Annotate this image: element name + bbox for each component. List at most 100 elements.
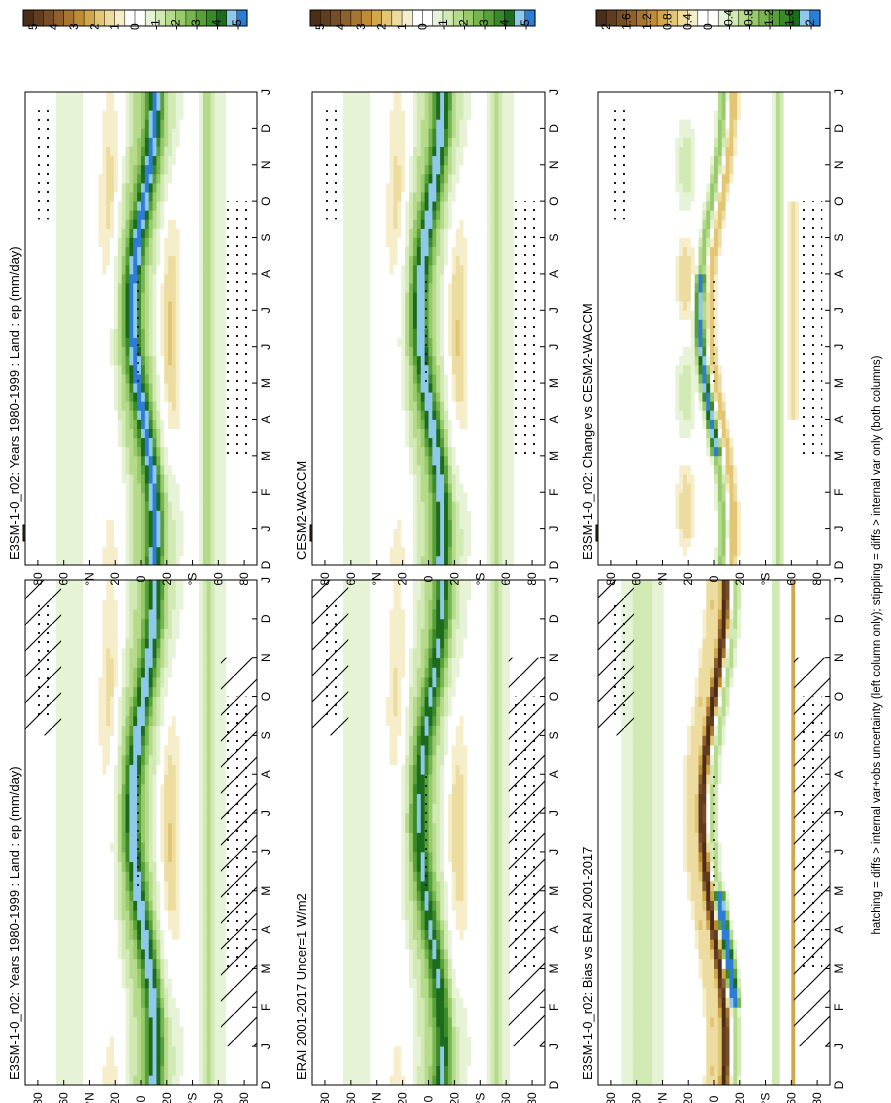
heatmap-cell [28,146,34,157]
heatmap-cell [125,364,130,375]
heatmap-cell [171,1046,177,1057]
heatmap-cell [164,949,169,960]
heatmap-cell [59,851,65,863]
heatmap-cell [59,301,65,311]
heatmap-cell [168,968,173,979]
heatmap-cell [94,182,99,193]
heatmap-cell [137,890,142,901]
heatmap-cell [160,900,165,911]
heatmap-cell [148,228,153,238]
heatmap-cell [245,1065,250,1076]
heatmap-cell [44,528,49,539]
heatmap-cell [144,997,150,1008]
heatmap-cell [32,137,37,147]
heatmap-cell [55,764,61,775]
heatmap-cell [71,871,76,882]
heatmap-cell [110,401,115,411]
heatmap-cell [63,1007,68,1018]
heatmap-cell [113,173,119,184]
heatmap-cell [125,182,130,193]
heatmap-cell [86,373,92,384]
heatmap-cell [32,110,37,120]
heatmap-cell [86,832,92,843]
heatmap-cell [86,419,92,429]
heatmap-cell [125,958,130,969]
heatmap-cell [59,501,65,511]
heatmap-cell [113,210,119,220]
heatmap-cell [141,555,146,566]
heatmap-cell [83,546,88,557]
heatmap-cell [94,92,99,102]
heatmap-cell [164,783,169,795]
heatmap-cell [86,890,92,901]
heatmap-cell [164,939,169,950]
heatmap-cell [110,1075,115,1086]
heatmap-cell [71,686,76,697]
heatmap-cell [52,446,57,457]
heatmap-cell [113,155,119,166]
heatmap-cell [110,822,115,833]
heatmap-cell [48,464,53,475]
heatmap-cell [79,1075,84,1086]
heatmap-cell [94,101,99,111]
heatmap-cell [32,446,37,457]
heatmap-cell [48,510,53,520]
heatmap-cell [168,686,173,697]
heatmap-cell [214,715,219,727]
heatmap-cell [32,164,37,175]
heatmap-cell [121,1075,126,1086]
heatmap-cell [164,813,169,824]
heatmap-cell [202,580,208,591]
heatmap-cell [25,192,30,202]
heatmap-cell [52,754,57,765]
heatmap-cell [253,599,258,610]
heatmap-cell [48,328,53,338]
heatmap-cell [121,210,126,220]
heatmap-cell [206,1075,211,1086]
heatmap-cell [152,1036,157,1047]
heatmap-cell [59,283,65,293]
heatmap-cell [94,949,99,960]
heatmap-cell [187,997,192,1008]
heatmap-cell [98,968,103,979]
heatmap-cell [75,667,80,678]
heatmap-cell [121,410,126,420]
heatmap-cell [40,383,45,393]
heatmap-cell [59,1075,65,1086]
heatmap-cell [52,92,57,102]
heatmap-cell [98,783,103,795]
heatmap-cell [137,537,142,548]
heatmap-cell [55,1007,61,1018]
heatmap-cell [94,774,99,785]
heatmap-cell [79,437,84,448]
heatmap-cell [129,871,134,882]
heatmap-cell [152,301,157,311]
heatmap-cell [86,929,92,940]
heatmap-cell [214,686,219,697]
heatmap-cell [67,715,72,727]
heatmap-cell [141,949,146,960]
heatmap-cell [171,987,177,998]
heatmap-cell [48,842,53,853]
heatmap-cell [55,328,61,338]
heatmap-cell [156,1017,161,1028]
heatmap-cell [25,264,30,275]
heatmap-cell [44,373,49,384]
heatmap-cell [156,900,161,911]
heatmap-cell [110,803,115,814]
heatmap-cell [199,949,204,960]
heatmap-cell [106,803,111,814]
heatmap-cell [59,745,65,756]
heatmap-cell [90,146,95,157]
heatmap-cell [191,1065,196,1076]
heatmap-cell [129,383,134,393]
heatmap-cell [110,667,115,678]
heatmap-cell [175,851,181,863]
heatmap-cell [148,1026,153,1037]
heatmap-cell [25,301,30,311]
heatmap-cell [148,638,153,649]
heatmap-cell [94,725,99,736]
heatmap-cell [86,192,92,202]
heatmap-cell [121,987,126,998]
heatmap-cell [79,949,84,960]
